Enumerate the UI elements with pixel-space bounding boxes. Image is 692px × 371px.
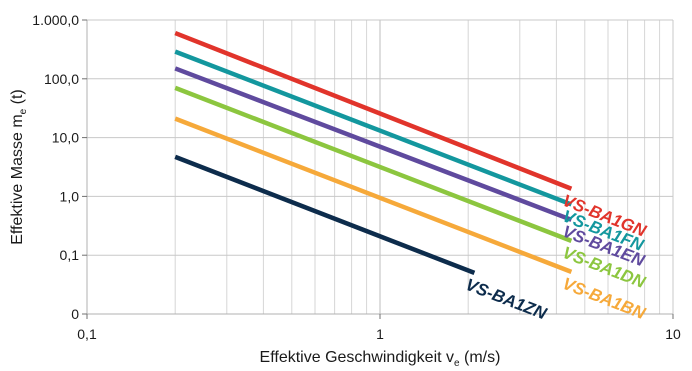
y-tick-label: 100,0 <box>44 71 79 87</box>
y-tick-label: 1.000,0 <box>32 12 79 28</box>
x-axis-title-unit: (m/s) <box>460 349 501 366</box>
series-line <box>174 66 573 222</box>
x-axis-title-main: Effektive Geschwindigkeit v <box>260 349 454 366</box>
y-axis-title-main: Effektive Masse m <box>9 114 26 244</box>
x-tick-label: 0,1 <box>77 326 97 342</box>
y-axis-title: Effektive Masse me (t) <box>9 89 29 245</box>
x-axis-title-sub: e <box>454 358 460 369</box>
x-tick-label: 1 <box>376 326 384 342</box>
series-line <box>174 49 573 207</box>
y-axis-title-unit: (t) <box>9 89 26 109</box>
series-line <box>174 116 573 274</box>
series-line <box>174 85 573 244</box>
series-lines <box>174 30 573 275</box>
y-axis-title-sub: e <box>18 108 29 114</box>
x-tick-label: 10 <box>665 326 681 342</box>
y-tick-label: 1,0 <box>60 188 80 204</box>
y-tick-label: 0,1 <box>60 247 80 263</box>
x-axis-title: Effektive Geschwindigkeit ve (m/s) <box>260 349 501 369</box>
tick-labels: 0 0,1 1,0 10,0 100,0 1.000,0 0,1 1 10 <box>32 12 681 342</box>
y-tick-label: 10,0 <box>52 130 79 146</box>
series-line <box>174 154 476 275</box>
series-line <box>174 30 573 191</box>
y-tick-label: 0 <box>71 306 79 322</box>
